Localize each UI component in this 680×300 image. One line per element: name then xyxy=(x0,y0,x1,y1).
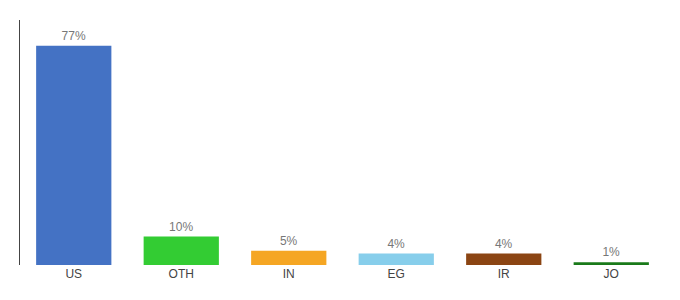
svg-text:4%: 4% xyxy=(387,237,405,251)
svg-text:US: US xyxy=(65,267,82,281)
svg-text:10%: 10% xyxy=(169,220,193,234)
svg-text:IN: IN xyxy=(283,267,295,281)
svg-text:4%: 4% xyxy=(495,237,513,251)
svg-text:1%: 1% xyxy=(602,245,620,259)
svg-text:EG: EG xyxy=(388,267,405,281)
svg-text:OTH: OTH xyxy=(169,267,194,281)
svg-text:IR: IR xyxy=(498,267,510,281)
svg-text:77%: 77% xyxy=(62,29,86,43)
svg-text:JO: JO xyxy=(604,267,619,281)
svg-text:5%: 5% xyxy=(280,234,298,248)
